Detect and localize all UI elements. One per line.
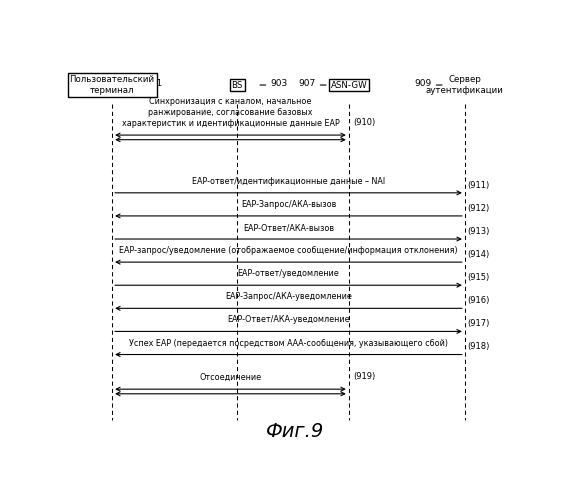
Text: (911): (911) [467,180,490,190]
Text: 907: 907 [298,78,315,88]
Text: EAP-запрос/уведомление (отображаемое сообщение/информация отклонения): EAP-запрос/уведомление (отображаемое соо… [119,246,458,255]
Text: (912): (912) [467,204,490,213]
Text: 901: 901 [146,78,163,88]
Text: (916): (916) [467,296,490,305]
Text: (914): (914) [467,250,490,259]
Text: Успех EAP (передается посредством ААА-сообщения, указывающего сбой): Успех EAP (передается посредством ААА-со… [129,338,448,347]
Text: BS: BS [232,80,243,90]
Text: EAP-Ответ/АКА-вызов: EAP-Ответ/АКА-вызов [243,223,334,232]
Text: (915): (915) [467,273,490,282]
Text: EAP-Ответ/АКА-уведомление: EAP-Ответ/АКА-уведомление [227,316,350,324]
Text: EAP-ответ/идентификационные данные – NAI: EAP-ответ/идентификационные данные – NAI [192,177,385,186]
Text: (913): (913) [467,227,490,236]
Text: EAP-Запрос/АКА-вызов: EAP-Запрос/АКА-вызов [241,200,336,209]
Text: Сервер
аутентификации: Сервер аутентификации [426,76,504,94]
Text: 909: 909 [414,78,431,88]
Text: Отсоединение: Отсоединение [199,373,262,382]
Text: ASN-GW: ASN-GW [331,80,367,90]
Text: Фиг.9: Фиг.9 [266,422,324,441]
Text: (919): (919) [353,372,376,382]
Text: 903: 903 [271,78,288,88]
Text: (918): (918) [467,342,490,351]
Text: Синхронизация с каналом, начальное
ранжирование, согласование базовых
характерис: Синхронизация с каналом, начальное ранжи… [122,97,339,128]
Text: Пользовательский
терминал: Пользовательский терминал [70,76,155,94]
Text: EAP-Запрос/АКА-уведомление: EAP-Запрос/АКА-уведомление [225,292,352,302]
Text: (910): (910) [353,118,376,128]
Text: (917): (917) [467,320,490,328]
Text: EAP-ответ/уведомление: EAP-ответ/уведомление [238,270,339,278]
